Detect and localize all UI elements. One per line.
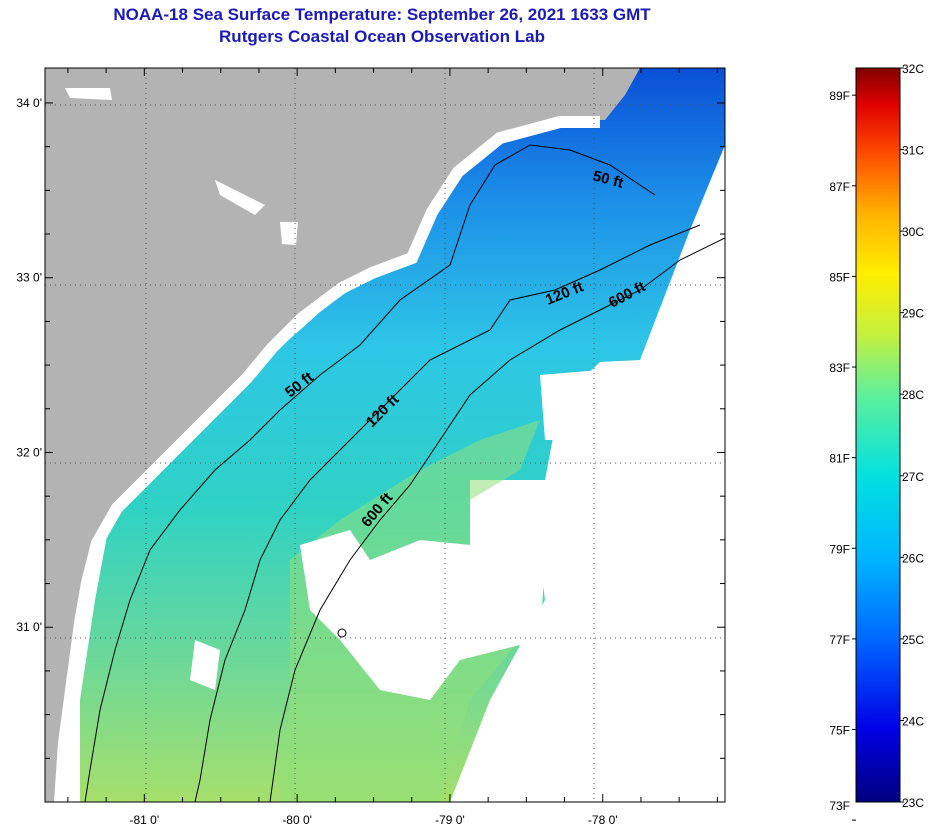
inland-water: [65, 88, 298, 245]
colorbar-celsius-label: 29C: [902, 307, 924, 321]
x-axis-tick-label: -79 0': [435, 813, 465, 827]
cloud-gap: [190, 640, 220, 690]
colorbar-celsius-label: 26C: [902, 551, 924, 565]
colorbar-celsius-label: 24C: [902, 714, 924, 728]
y-axis-tick-label: 31 0': [16, 620, 42, 634]
contour-50ft: [84, 144, 656, 802]
cloud-gap: [300, 520, 545, 700]
y-axis-tick-label: 33 0': [16, 271, 42, 285]
colorbar-fahrenheit-label: 81F: [829, 452, 850, 466]
colorbar-celsius-label: 25C: [902, 633, 924, 647]
coastal-strip: [54, 116, 600, 802]
map-title: NOAA-18 Sea Surface Temperature: Septemb…: [113, 5, 651, 24]
colorbar-fahrenheit-label: 75F: [829, 724, 850, 738]
map-grid: [45, 68, 725, 802]
colorbar-fahrenheit-label: 79F: [829, 542, 850, 556]
contour-600ft: [269, 237, 725, 802]
map-subtitle: Rutgers Coastal Ocean Observation Lab: [219, 27, 545, 46]
colorbar-celsius-label: 30C: [902, 225, 924, 239]
x-axis-tick-label: -80 0': [282, 813, 312, 827]
contour-120ft: [194, 224, 701, 802]
colorbar-ticks: 32C 31C 30C 29C 28C 27C 26C 25C 24C 23C 89F 87F 85F 8…: [829, 62, 924, 821]
colorbar-fahrenheit-label: 85F: [829, 270, 850, 284]
colorbar-fahrenheit-label: 87F: [829, 180, 850, 194]
colorbar-celsius-label: 31C: [902, 144, 924, 158]
colorbar-celsius-label: 27C: [902, 470, 924, 484]
map-axes: -81 0' -80 0' -79 0' -78 0' 34 0' 33 0' 32 0' 3…: [16, 68, 725, 827]
cloud-gap: [540, 370, 610, 440]
map-frame: [44, 67, 726, 803]
x-axis-tick-label: -81 0': [129, 813, 159, 827]
colorbar: [855, 67, 901, 803]
y-axis-tick-label: 32 0': [16, 445, 42, 459]
y-axis-tick-label: 34 0': [16, 96, 42, 110]
colorbar-fahrenheit-label: 77F: [829, 633, 850, 647]
colorbar-fahrenheit-label: 89F: [829, 89, 850, 103]
x-axis-tick-label: -78 0': [588, 813, 618, 827]
colorbar-celsius-label: 23C: [902, 796, 924, 810]
colorbar-fahrenheit-label: 73F: [829, 799, 850, 813]
colorbar-celsius-label: 32C: [902, 62, 924, 76]
colorbar-fahrenheit-label: 83F: [829, 361, 850, 375]
seamount-marker: [337, 628, 347, 638]
colorbar-celsius-label: 28C: [902, 388, 924, 402]
land-mass: [45, 68, 640, 802]
